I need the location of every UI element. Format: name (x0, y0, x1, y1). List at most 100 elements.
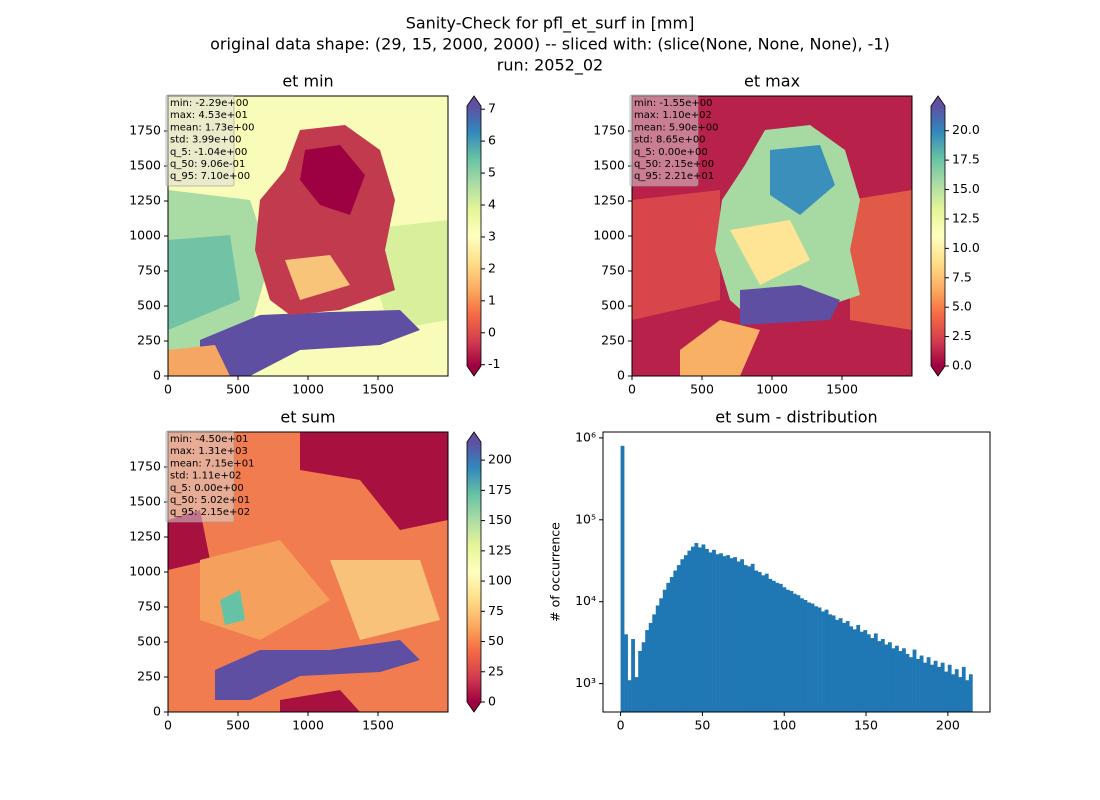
x-tick-label: 500 (226, 382, 250, 397)
y-tick-label: 1500 (129, 158, 161, 173)
figure-title: Sanity-Check for pfl_et_surf in [mm] (406, 14, 695, 34)
hist-bar (740, 559, 745, 712)
colorbar-extend-top (467, 432, 481, 442)
x-tick-label: 1000 (292, 718, 324, 733)
hist-bar (831, 615, 836, 712)
hist-bar (926, 657, 931, 712)
hist-bar (937, 666, 942, 712)
hist-bar (620, 445, 625, 712)
colorbar-tick-label: 3 (488, 228, 496, 243)
y-tick-label: 0 (153, 704, 161, 719)
stats-line: std: 1.11e+02 (170, 471, 242, 482)
colorbar-extend-bottom (467, 366, 481, 376)
colorbar-tick-label: 2 (488, 260, 496, 275)
stats-line: q_50: 5.02e+01 (170, 495, 250, 506)
stats-line: mean: 7.15e+01 (170, 458, 254, 469)
colorbar-tick-label: -1 (488, 356, 500, 371)
stats-line: min: -1.55e+00 (634, 98, 713, 109)
x-tick-label: 500 (690, 382, 714, 397)
hist-bar (757, 572, 762, 712)
stats-line: q_5: 0.00e+00 (634, 147, 708, 158)
hist-bar (648, 622, 653, 712)
y-tick-label: 500 (137, 298, 161, 313)
hist-bar (849, 626, 854, 712)
hist-bar (652, 614, 657, 712)
stats-box (629, 94, 699, 187)
colorbar-tick-label: 125 (488, 542, 512, 557)
y-tick-label: 10³ (575, 675, 596, 690)
hist-bar (891, 648, 896, 712)
y-tick-label: 10⁶ (575, 429, 596, 444)
hist-bar (708, 552, 713, 712)
hist-bar (944, 671, 949, 712)
hist-bar (638, 651, 642, 712)
colorbar-tick-label: 4 (488, 197, 496, 212)
colorbar-tick-label: 2.5 (952, 328, 972, 343)
x-tick-label: 500 (226, 718, 250, 733)
hist-bar (655, 605, 660, 712)
figure-subtitle: original data shape: (29, 15, 2000, 2000… (210, 35, 890, 54)
hist-bar (958, 677, 963, 712)
y-tick-label: 250 (137, 669, 161, 684)
x-tick-label: 50 (694, 718, 710, 733)
colorbar-tick-label: 150 (488, 512, 512, 527)
hist-bar (743, 565, 748, 712)
x-tick-label: 1500 (362, 718, 394, 733)
y-tick-label: 750 (137, 263, 161, 278)
colorbar-tick-label: 17.5 (952, 152, 980, 167)
colorbar-tick-label: 75 (488, 603, 504, 618)
colorbar (467, 442, 481, 702)
hist-bar (828, 614, 832, 712)
hist-bar (789, 591, 794, 712)
stats-line: mean: 1.73e+00 (170, 122, 254, 133)
colorbar (467, 106, 481, 366)
axes-title: et max (744, 72, 800, 91)
hist-bar (764, 573, 769, 712)
hist-bar (697, 547, 702, 712)
stats-line: q_95: 2.21e+01 (634, 171, 714, 182)
hist-bar (909, 657, 913, 712)
hist-bar (852, 629, 857, 712)
hist-bar (792, 593, 797, 712)
hist-bar (761, 575, 766, 712)
hist-bar (951, 674, 956, 712)
colorbar-extend-top (467, 96, 481, 106)
hist-bar (814, 606, 818, 712)
colorbar-extend-bottom (931, 366, 945, 376)
hist-bar (821, 611, 825, 712)
x-tick-label: 1500 (826, 382, 858, 397)
hist-bar (912, 649, 917, 712)
y-tick-label: 750 (601, 263, 625, 278)
colorbar-tick-label: 0 (488, 694, 496, 709)
colorbar-tick-label: 12.5 (952, 210, 980, 225)
hist-bar (631, 639, 635, 712)
hist-bar (898, 651, 903, 712)
x-tick-label: 1000 (292, 382, 324, 397)
stats-line: max: 1.10e+02 (634, 110, 712, 121)
x-tick-label: 200 (936, 718, 960, 733)
hist-bar (722, 556, 727, 712)
hist-bar (803, 599, 808, 712)
hist-bar (880, 639, 885, 712)
hist-bar (627, 680, 632, 712)
y-tick-label: 0 (617, 368, 625, 383)
hist-bar (905, 653, 910, 712)
bars (620, 445, 973, 712)
hist-bar (680, 559, 685, 712)
hist-bar (796, 595, 801, 712)
hist-bar (817, 607, 822, 712)
hist-bar (785, 589, 790, 712)
y-tick-label: 1500 (129, 494, 161, 509)
hist-bar (775, 582, 780, 712)
hist-bar (726, 555, 730, 712)
hist-bar (856, 624, 861, 712)
y-tick-label: 1250 (593, 193, 625, 208)
hist-bar (954, 669, 959, 712)
hist-bar (729, 558, 734, 712)
y-tick-label: 10⁵ (575, 511, 596, 526)
colorbar-tick-label: 25 (488, 663, 504, 678)
hist-bar (930, 664, 935, 712)
y-tick-label: 250 (601, 333, 625, 348)
y-tick-label: 1000 (129, 228, 161, 243)
